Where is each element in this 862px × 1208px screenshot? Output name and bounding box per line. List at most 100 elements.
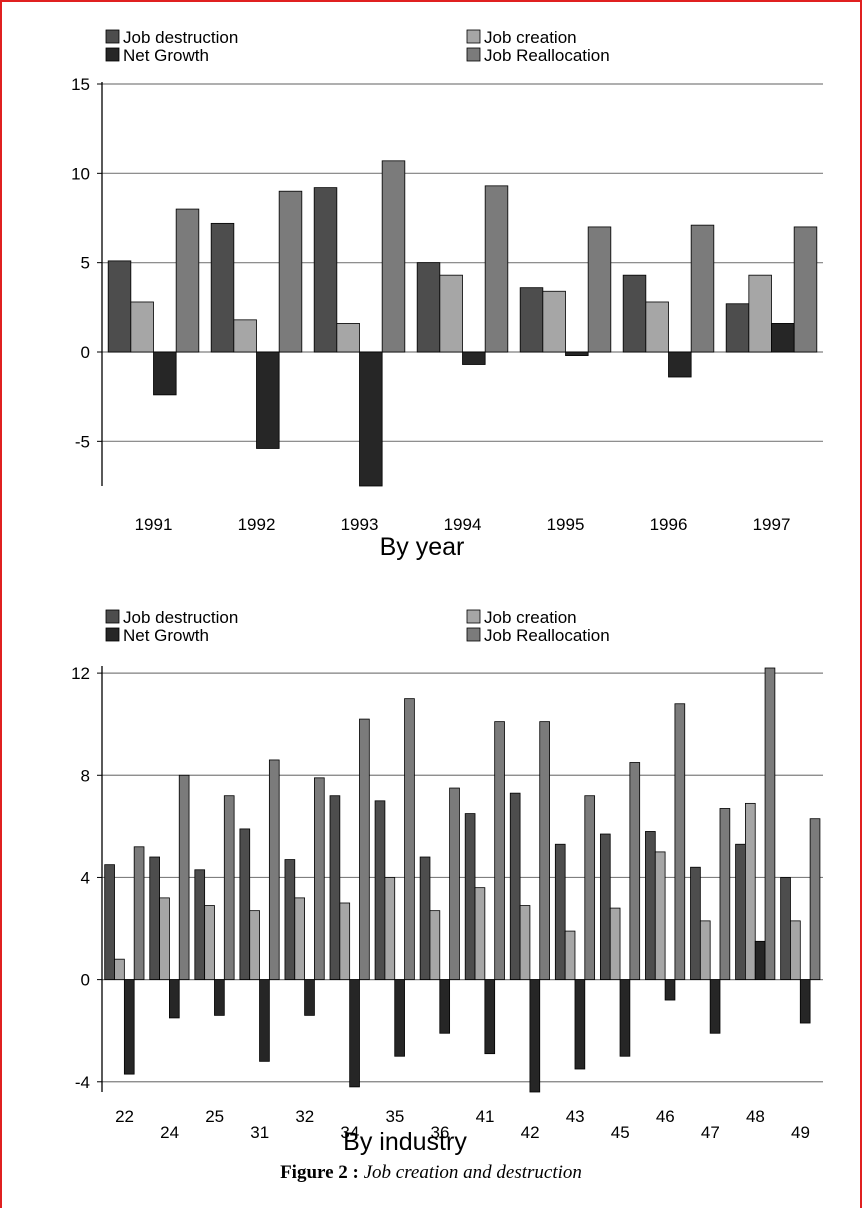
chart1-bar-net-growth-1995 [565,351,589,356]
chart1-bar-net-growth-1996 [668,351,692,378]
chart2-bar-net-growth-43 [574,979,586,1070]
chart2-bar-job-creation-42 [519,905,531,981]
chart2-bar-job-destruction-25 [194,869,206,981]
legend-label-job-creation: Job creation [484,28,577,47]
chart1-bar-net-growth-1994 [462,351,486,365]
chart2-bar-job-destruction-48 [735,843,746,981]
chart2-bar-job-reallocation-43 [584,795,596,981]
chart2-x-tick-label: 47 [701,1123,720,1142]
legend-label-job-destruction: Job destruction [123,608,238,627]
chart1-y-tick-label: 10 [71,164,90,183]
chart2-bar-job-creation-31 [249,910,260,981]
legend-swatch-job-creation [466,609,481,624]
chart2-bar-job-reallocation-34 [359,718,370,981]
chart1-bar-job-reallocation-1994 [484,185,509,353]
chart2-bar-job-creation-22 [114,958,125,981]
chart2-bar-job-destruction-35 [374,800,386,981]
chart1-x-tick-label: 1997 [753,515,791,534]
chart1-bar-job-reallocation-1991 [175,208,200,353]
chart2-bar-net-growth-49 [799,979,811,1024]
chart1-bars [107,160,818,487]
chart1-bar-net-growth-1993 [359,351,383,487]
chart2-x-tick-label: 48 [746,1107,765,1126]
chart1-bar-job-destruction-1995 [519,287,544,353]
chart2-bar-job-creation-46 [654,851,666,981]
chart2-bar-job-creation-25 [204,905,215,981]
chart1-bar-job-creation-1992 [233,319,257,353]
chart2-bar-job-creation-35 [384,877,396,981]
chart2-y-tick-label: 12 [71,664,90,683]
chart2-bar-job-destruction-22 [104,864,115,981]
chart2-y-tick-label: 4 [81,868,90,887]
chart2-bar-job-destruction-46 [645,831,656,981]
chart1-bar-job-destruction-1997 [725,303,750,353]
chart1-y-tick-label: 0 [81,343,90,362]
chart2-x-tick-label: 35 [385,1107,404,1126]
chart1-bar-job-creation-1995 [542,290,566,353]
chart1-bar-job-destruction-1992 [210,222,235,353]
chart2-bar-job-destruction-42 [509,792,521,981]
chart2-bar-job-creation-48 [745,802,756,981]
chart2-bar-job-creation-36 [429,910,441,981]
legend-label-job-creation: Job creation [484,608,577,627]
chart1-bar-job-destruction-1994 [416,262,441,353]
legend-label-net-growth: Net Growth [123,626,209,645]
chart2-bar-net-growth-22 [123,979,135,1075]
chart2-bar-net-growth-32 [304,979,315,1016]
chart2-bar-job-reallocation-36 [449,787,460,981]
chart2-y-tick-label: -4 [75,1073,90,1092]
chart2-bar-job-destruction-43 [554,843,566,981]
legend-label-net-growth: Net Growth [123,46,209,65]
chart2-x-tick-label: 41 [476,1107,495,1126]
chart2-x-tick-label: 24 [160,1123,179,1142]
chart1-y-tick-label: 5 [81,254,90,273]
chart1-x-tick-label: 1995 [547,515,585,534]
chart-by-year: Job destruction Net Growth Job creation … [71,28,823,561]
chart2-bar-job-reallocation-41 [494,721,505,981]
figure-caption: Figure 2 : Job creation and destruction [0,1162,862,1184]
chart2-bar-job-reallocation-48 [764,667,776,981]
chart1-y-tick-label: 15 [71,75,90,94]
legend-swatch-job-destruction [105,29,120,44]
chart1-bar-job-destruction-1991 [107,260,132,353]
chart1-gridlines [102,83,823,442]
chart2-bar-job-creation-43 [564,930,576,981]
chart2-x-tick-label: 43 [566,1107,585,1126]
chart2-legend: Job destruction Net Growth Job creation … [105,608,610,645]
chart2-bar-job-creation-34 [339,902,351,981]
chart1-x-tick-label: 1991 [135,515,173,534]
chart2-axes: 12 8 4 0 -4 22 24 25 31 32 34 35 36 41 42 43 45 46 47 48 49 [71,664,810,1142]
chart1-bar-job-creation-1996 [645,301,669,353]
chart2-x-tick-label: 49 [791,1123,810,1142]
chart2-bar-net-growth-41 [484,979,496,1055]
chart1-x-tick-label: 1993 [341,515,379,534]
chart2-bar-job-reallocation-25 [223,795,235,981]
chart1-bar-net-growth-1997 [771,323,795,353]
chart2-bar-job-destruction-41 [464,813,476,981]
legend-label-job-reallocation: Job Reallocation [484,626,610,645]
legend-swatch-net-growth [105,627,120,642]
chart2-x-tick-label: 36 [431,1123,450,1142]
chart2-bar-job-creation-24 [159,897,170,981]
chart1-x-tick-label: 1996 [650,515,688,534]
chart2-bar-net-growth-36 [439,979,451,1034]
chart2-bar-job-reallocation-22 [133,846,145,981]
caption-text: Job creation and destruction [363,1162,582,1183]
chart1-bar-net-growth-1992 [256,351,280,449]
chart2-bar-net-growth-48 [754,940,766,981]
chart2-bar-net-growth-25 [214,979,225,1016]
legend-label-job-reallocation: Job Reallocation [484,46,610,65]
legend-swatch-job-reallocation [466,627,481,642]
chart1-axes: 15 10 5 0 -5 1991 1992 1993 1994 1995 1996 1997 [71,75,790,534]
chart1-bar-job-creation-1997 [748,274,772,353]
chart2-bar-job-destruction-24 [149,856,160,981]
legend-swatch-job-reallocation [466,47,481,62]
chart1-x-tick-label: 1992 [238,515,276,534]
chart2-bar-job-reallocation-35 [404,698,415,981]
legend-swatch-net-growth [105,47,120,62]
chart2-bar-net-growth-35 [394,979,405,1057]
chart2-bar-job-destruction-45 [599,833,611,981]
chart2-bar-job-destruction-49 [780,877,791,981]
chart2-bar-job-reallocation-24 [178,774,190,981]
